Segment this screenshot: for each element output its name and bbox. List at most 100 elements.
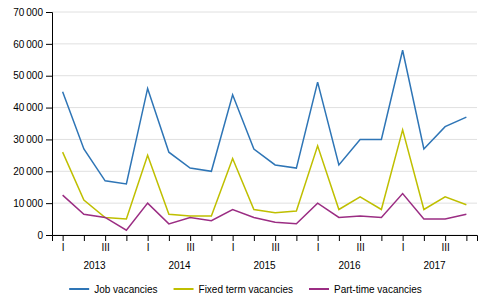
y-tick-mark [46,12,52,13]
x-tick: III [186,235,194,253]
y-tick-mark [46,203,52,204]
x-tick-mark [275,235,276,241]
legend-swatch [174,288,194,290]
x-tick-mark [466,235,467,241]
year-label: 2014 [168,260,191,271]
plot-area [63,50,467,230]
y-tick-label: 30 000 [13,134,43,145]
x-tick-mark [233,235,234,241]
legend-label: Job vacancies [94,284,157,295]
year-label: 2015 [253,260,276,271]
grid [52,12,477,235]
y-tick-mark [46,139,52,140]
legend-item: Job vacancies [69,284,157,295]
x-tick [169,235,170,241]
grid-line [52,139,477,140]
x-tick [211,235,212,241]
chart: 0 10 000 20 000 30 000 40 000 50 000 60 000 70 … [0,0,491,303]
legend-swatch [309,288,329,290]
x-tick-label: III [356,242,364,253]
x-tick: I [147,235,150,253]
x-tick [381,235,382,241]
y-tick-mark [46,235,52,236]
grid-line [52,12,477,13]
x-tick-label: I [232,242,235,253]
x-tick-label: III [186,242,194,253]
x-axis: IIIIIIIIIIIIIIIIIIII [53,235,478,253]
y-tick-mark [46,76,52,77]
x-tick-label: I [317,242,320,253]
series-line [63,194,467,231]
y-tick-label: 10 000 [13,198,43,209]
y-tick-mark [46,108,52,109]
y-tick: 10 000 [13,198,52,209]
x-tick-mark [169,235,170,241]
x-tick [466,235,467,241]
y-tick-label: 0 [37,230,43,241]
x-tick-mark [403,235,404,241]
x-tick [126,235,127,241]
x-tick-mark [360,235,361,241]
x-tick-mark [381,235,382,241]
x-tick-mark [254,235,255,241]
x-tick [254,235,255,241]
x-tick: III [441,235,449,253]
grid-line [52,43,477,44]
y-tick: 50 000 [13,70,52,81]
x-tick-mark [445,235,446,241]
grid-line [52,107,477,108]
x-tick: I [402,235,405,253]
x-tick-mark [211,235,212,241]
x-tick-mark [339,235,340,241]
x-tick [296,235,297,241]
x-tick-label: I [402,242,405,253]
legend-swatch [69,288,89,290]
x-tick [339,235,340,241]
x-tick: III [101,235,109,253]
y-tick-mark [46,44,52,45]
x-tick-label: III [101,242,109,253]
year-label: 2016 [338,260,361,271]
y-axis: 0 10 000 20 000 30 000 40 000 50 000 60 000 70 … [13,7,52,241]
legend-item: Part-time vacancies [309,284,422,295]
x-tick: III [271,235,279,253]
y-tick: 60 000 [13,39,52,50]
x-axis-line [53,236,478,242]
legend-label: Part-time vacancies [334,284,422,295]
y-tick: 20 000 [13,166,52,177]
x-tick: I [62,235,65,253]
y-tick-label: 70 000 [13,7,43,18]
x-tick-label: I [147,242,150,253]
grid-line [52,203,477,204]
x-tick: I [232,235,235,253]
legend-label: Fixed term vacancies [199,284,293,295]
y-tick: 40 000 [13,102,52,113]
y-tick-label: 60 000 [13,39,43,50]
y-tick-label: 40 000 [13,102,43,113]
year-label: 2017 [423,260,446,271]
x-tick-label: III [271,242,279,253]
x-tick-mark [296,235,297,241]
y-tick-mark [46,171,52,172]
legend-item: Fixed term vacancies [174,284,293,295]
x-tick-mark [190,235,191,241]
x-tick-mark [126,235,127,241]
year-label: 2013 [83,260,106,271]
series-line [63,50,467,184]
x-tick-mark [84,235,85,241]
annotations: 2013 2014 2015 2016 2017 [83,260,446,271]
y-tick: 70 000 [13,7,52,18]
series-line [63,130,467,219]
x-tick [424,235,425,241]
x-tick: III [356,235,364,253]
y-tick: 30 000 [13,134,52,145]
x-tick-mark [424,235,425,241]
legend: Job vacancies Fixed term vacancies Part-ti… [69,284,422,295]
y-tick-label: 50 000 [13,70,43,81]
x-tick [84,235,85,241]
x-tick-mark [148,235,149,241]
x-tick-label: III [441,242,449,253]
x-tick-label: I [62,242,65,253]
x-tick-mark [105,235,106,241]
grid-line [52,75,477,76]
